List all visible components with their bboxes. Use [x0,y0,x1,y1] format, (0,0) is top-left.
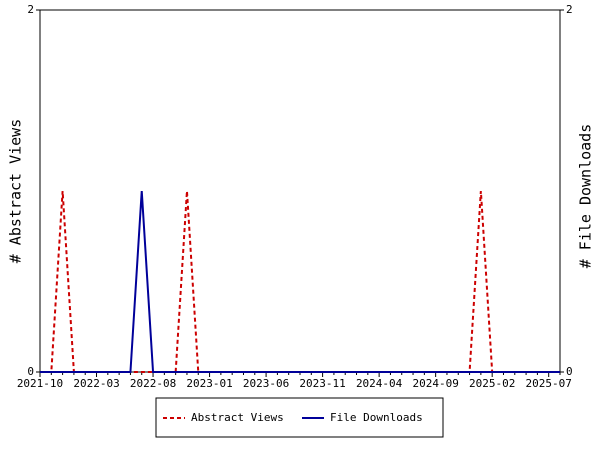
x-tick-label: 2022-08 [130,377,176,390]
y2-tick-label: 0 [566,365,573,378]
y2-axis-title: # File Downloads [577,124,595,269]
legend-box [155,397,444,438]
x-tick-label: 2024-09 [412,377,458,390]
x-tick-label: 2022-03 [73,377,119,390]
x-tick-label: 2025-02 [469,377,515,390]
x-tick-label: 2023-11 [299,377,345,390]
y2-tick-label: 2 [566,3,573,16]
legend-label: File Downloads [330,411,423,424]
x-tick-label: 2023-06 [243,377,289,390]
y-axis-title: # Abstract Views [7,119,25,264]
x-tick-label: 2021-10 [17,377,63,390]
y-tick-label: 0 [27,365,34,378]
x-tick-label: 2024-04 [356,377,403,390]
x-tick-label: 2023-01 [186,377,232,390]
x-tick-label: 2025-07 [526,377,572,390]
legend-label: Abstract Views [191,411,284,424]
y-tick-label: 2 [27,3,34,16]
series-line [40,190,560,373]
